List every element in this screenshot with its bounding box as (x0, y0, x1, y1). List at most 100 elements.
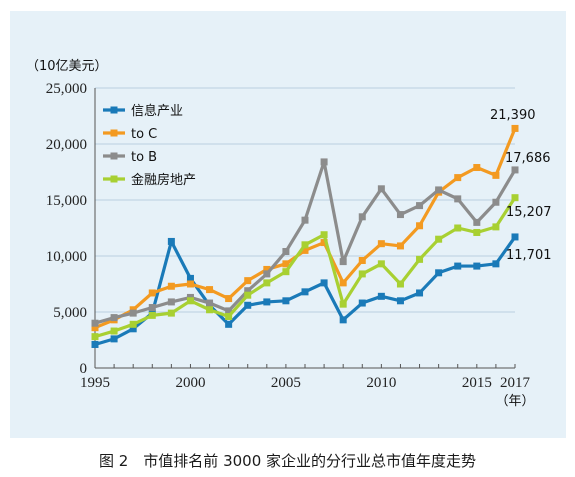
series-lines (91, 124, 519, 348)
y-tick-label: 25,000 (46, 81, 87, 97)
data-point (91, 333, 99, 341)
data-point (225, 307, 233, 315)
y-tick-label: 0 (80, 361, 88, 377)
data-point (320, 231, 328, 239)
data-point (244, 287, 252, 295)
data-point (263, 265, 271, 273)
data-point (358, 299, 366, 307)
data-point (167, 282, 175, 290)
data-point (244, 277, 252, 285)
data-point (492, 198, 500, 206)
data-point (244, 301, 252, 309)
data-point (339, 258, 347, 266)
data-point (320, 279, 328, 287)
data-point (225, 295, 233, 303)
data-point (148, 304, 156, 312)
data-point (339, 300, 347, 308)
data-point (301, 216, 309, 224)
y-tick-label: 20,000 (46, 137, 87, 153)
data-point (206, 299, 214, 307)
data-point (263, 279, 271, 287)
data-point (492, 171, 500, 179)
legend-swatch-marker (110, 129, 118, 137)
data-point (282, 248, 290, 256)
end-value-label: 17,686 (505, 151, 551, 166)
data-point (225, 320, 233, 328)
data-point (167, 237, 175, 245)
legend-label: to B (131, 150, 157, 165)
axes: 0 5,000 10,000 15,000 20,000 25,000 1995 2000 20… (46, 81, 531, 391)
data-point (129, 309, 137, 317)
legend-label: 信息产业 (131, 103, 183, 119)
data-point (396, 242, 404, 250)
data-point (416, 289, 424, 297)
data-point (416, 202, 424, 210)
data-point (492, 223, 500, 231)
end-value-label: 21,390 (490, 108, 536, 123)
data-point (339, 316, 347, 324)
data-point (492, 260, 500, 268)
data-point (148, 311, 156, 319)
data-point (377, 185, 385, 193)
data-point (435, 186, 443, 194)
data-point (186, 274, 194, 282)
data-point (473, 218, 481, 226)
data-point (339, 279, 347, 287)
data-point (91, 319, 99, 327)
legend: 信息产业 to C to B 金融房地产 (103, 103, 196, 188)
data-point (454, 174, 462, 182)
data-point (225, 312, 233, 320)
data-point (91, 340, 99, 348)
data-point (263, 298, 271, 306)
data-point (110, 327, 118, 335)
data-point (206, 306, 214, 314)
data-point (148, 289, 156, 297)
data-point (416, 255, 424, 263)
data-point (416, 222, 424, 230)
x-tick-label: 2000 (175, 375, 205, 391)
x-tick-label: 2017 (500, 375, 531, 391)
data-point (301, 288, 309, 296)
data-point (186, 280, 194, 288)
grid (95, 87, 515, 313)
data-point (473, 262, 481, 270)
data-point (435, 269, 443, 277)
legend-swatch-marker (110, 106, 118, 114)
labels: （10亿美元） （年） 21,390 17,686 15,207 11,701 (26, 59, 552, 409)
data-point (301, 246, 309, 254)
data-point (358, 213, 366, 221)
end-value-label: 11,701 (506, 248, 552, 263)
data-point (396, 211, 404, 219)
data-point (473, 228, 481, 236)
legend-label: to C (131, 127, 157, 142)
data-point (320, 239, 328, 247)
data-point (377, 240, 385, 248)
legend-label: 金融房地产 (131, 172, 196, 188)
data-point (244, 291, 252, 299)
x-tick-label: 2005 (271, 375, 301, 391)
x-tick-label: 2010 (366, 375, 396, 391)
legend-swatch-marker (110, 175, 118, 183)
data-point (377, 260, 385, 268)
data-point (511, 194, 519, 202)
y-tick-label: 10,000 (46, 249, 87, 265)
figure-caption: 图 2 市值排名前 3000 家企业的分行业总市值年度走势 (98, 452, 477, 470)
data-point (129, 325, 137, 333)
y-axis-unit: （10亿美元） (26, 59, 108, 74)
data-point (396, 280, 404, 288)
data-point (110, 335, 118, 343)
data-point (167, 309, 175, 317)
x-tick-label: 2015 (462, 375, 492, 391)
end-value-label: 15,207 (506, 205, 552, 220)
data-point (454, 224, 462, 232)
data-point (301, 241, 309, 249)
data-point (110, 314, 118, 322)
data-point (396, 297, 404, 305)
data-point (473, 164, 481, 172)
legend-swatch-marker (110, 152, 118, 160)
y-tick-label: 15,000 (46, 193, 87, 209)
data-point (454, 262, 462, 270)
data-point (263, 270, 271, 278)
y-tick-label: 5,000 (53, 305, 87, 321)
